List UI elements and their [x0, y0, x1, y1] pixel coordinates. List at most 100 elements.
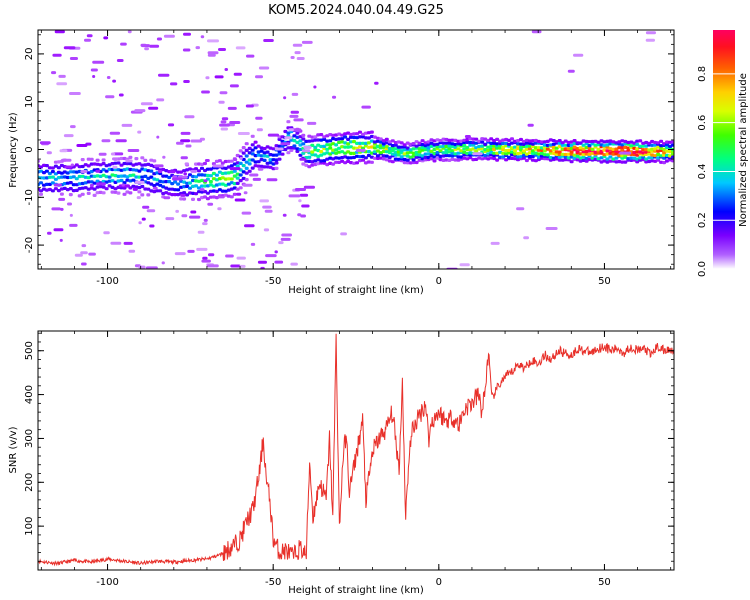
heatmap-cell [560, 152, 565, 156]
heatmap-cell [468, 140, 473, 145]
heatmap-cell [319, 150, 324, 154]
heatmap-cell [283, 147, 288, 152]
heatmap-noise-cell [158, 73, 170, 77]
heatmap-cell [563, 158, 568, 162]
heatmap-cell [188, 186, 192, 190]
heatmap-cell [149, 169, 154, 173]
heatmap-cell [557, 158, 562, 162]
heatmap-cell [322, 137, 327, 141]
heatmap-cell [659, 144, 664, 148]
heatmap-cell [411, 142, 416, 146]
heatmap-cell [489, 137, 494, 141]
spectrogram-x-ticks: -100 -50 0 50 [40, 30, 672, 287]
heatmap-cell [575, 154, 580, 158]
heatmap-cell [366, 136, 371, 140]
heatmap-noise-cell [152, 186, 158, 190]
heatmap-noise-cell [199, 188, 205, 192]
heatmap-cell [250, 152, 255, 156]
heatmap-noise-cell [288, 194, 301, 198]
heatmap-cell [131, 178, 136, 182]
heatmap-cell [271, 167, 276, 171]
heatmap-cell [554, 152, 559, 157]
heatmap-noise-cell [290, 110, 299, 114]
heatmap-cell [238, 149, 243, 153]
heatmap-noise-cell [202, 256, 208, 260]
heatmap-noise-cell [217, 195, 225, 199]
heatmap-noise-cell [63, 46, 76, 50]
heatmap-noise-cell [189, 215, 201, 219]
heatmap-cell [116, 174, 121, 178]
heatmap-cell [316, 143, 321, 147]
heatmap-cell [298, 139, 303, 143]
heatmap-noise-cell [52, 53, 62, 57]
heatmap-cell [325, 143, 330, 147]
heatmap-cell [92, 193, 97, 197]
heatmap-noise-cell [165, 217, 175, 221]
heatmap-cell [435, 145, 440, 149]
heatmap-cell [608, 142, 613, 146]
heatmap-cell [86, 191, 91, 195]
heatmap-noise-cell [86, 34, 93, 38]
heatmap-cell [501, 141, 506, 146]
heatmap-noise-cell [374, 81, 379, 85]
heatmap-cell [596, 140, 601, 144]
heatmap-cell [71, 189, 76, 193]
heatmap-cell [208, 174, 213, 178]
heatmap-cell [575, 150, 580, 154]
heatmap-cell [92, 162, 97, 166]
heatmap-cell [581, 155, 586, 159]
heatmap-cell [468, 143, 473, 147]
heatmap-cell [349, 135, 353, 139]
heatmap-noise-cell [283, 96, 287, 100]
heatmap-cell [366, 150, 371, 154]
heatmap-cell [74, 188, 79, 192]
heatmap-cell [363, 144, 368, 148]
heatmap-noise-cell [156, 37, 162, 41]
heatmap-cell [429, 154, 434, 158]
heatmap-cell [143, 174, 148, 178]
heatmap-cell [352, 140, 356, 144]
heatmap-noise-cell [180, 193, 186, 197]
heatmap-noise-cell [567, 69, 575, 73]
heatmap-cell [623, 155, 628, 159]
heatmap-cell [50, 175, 55, 179]
heatmap-cell [486, 138, 491, 143]
heatmap-cell [346, 137, 351, 141]
heatmap-noise-cell [181, 214, 188, 218]
heatmap-noise-cell [59, 238, 63, 242]
heatmap-cell [146, 181, 151, 185]
heatmap-cell [420, 139, 425, 143]
y-tick-label: 10 [24, 95, 35, 108]
heatmap-cell [641, 155, 646, 159]
heatmap-cell [104, 169, 109, 173]
heatmap-cell [340, 137, 345, 141]
snr-y-label: SNR (v/v) [8, 426, 19, 473]
heatmap-cell [581, 150, 586, 154]
heatmap-cell [527, 147, 532, 151]
heatmap-cell [533, 146, 538, 150]
heatmap-cell [453, 158, 458, 162]
heatmap-cell [244, 160, 249, 164]
heatmap-cell [384, 137, 389, 141]
heatmap-cell [146, 193, 151, 197]
heatmap-cell [140, 156, 145, 160]
heatmap-cell [533, 141, 538, 145]
heatmap-cell [665, 140, 669, 144]
heatmap-noise-cell [255, 116, 263, 120]
heatmap-cell [671, 143, 674, 147]
heatmap-cell [343, 145, 348, 149]
heatmap-cell [244, 154, 249, 158]
heatmap-cell [250, 134, 255, 138]
heatmap-cell [119, 178, 124, 183]
heatmap-cell [179, 197, 184, 201]
heatmap-cell [125, 175, 130, 179]
heatmap-cell [620, 145, 625, 149]
heatmap-cell [393, 143, 398, 147]
heatmap-cell [334, 160, 339, 164]
heatmap-noise-cell [156, 98, 165, 102]
heatmap-cell [587, 144, 592, 148]
heatmap-noise-cell [206, 264, 219, 268]
heatmap-cell [182, 197, 187, 201]
heatmap-noise-cell [245, 104, 254, 108]
heatmap-cell [659, 139, 664, 143]
